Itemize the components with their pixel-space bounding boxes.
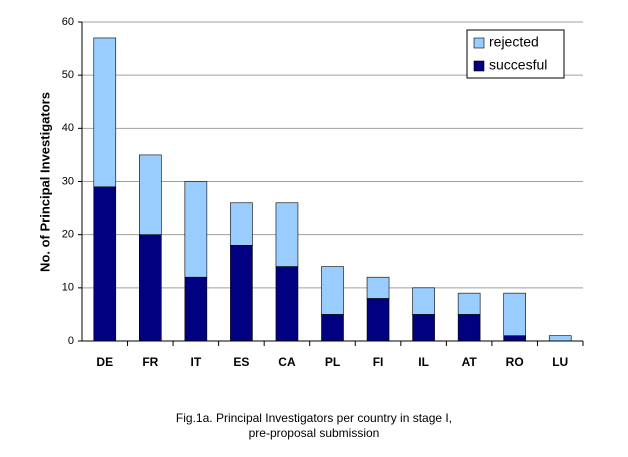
x-tick-label: ES xyxy=(233,355,249,369)
y-tick-label: 40 xyxy=(62,122,74,134)
y-tick-label: 50 xyxy=(62,69,74,81)
bar-segment xyxy=(93,186,117,342)
x-tick-label: DE xyxy=(96,355,113,369)
bar-segment xyxy=(275,202,299,267)
y-axis-label: No. of Principal Investigators xyxy=(37,92,52,272)
bar-segment xyxy=(366,276,390,299)
x-tick-label: LU xyxy=(552,355,568,369)
x-tick-label: FI xyxy=(373,355,384,369)
bar-segment xyxy=(184,276,208,342)
x-tick-label: AT xyxy=(462,355,478,369)
bar-segment xyxy=(184,181,208,278)
bar-segment xyxy=(503,292,526,336)
bar-segment xyxy=(93,37,117,188)
legend-label: succesful xyxy=(489,57,547,73)
bar-segment xyxy=(548,335,572,342)
y-tick-label: 20 xyxy=(62,229,74,241)
bar-segment xyxy=(275,266,299,342)
x-tick-label: IL xyxy=(418,355,429,369)
caption: Fig.1a. Principal Investigators per coun… xyxy=(176,411,452,425)
bar-segment xyxy=(412,314,435,342)
bar-segment xyxy=(321,314,344,342)
x-tick-label: CA xyxy=(278,355,296,369)
x-tick-label: IT xyxy=(191,355,202,369)
x-tick-label: RO xyxy=(506,355,524,369)
x-tick-label: PL xyxy=(325,355,340,369)
bar-segment xyxy=(321,266,344,315)
bar-segment xyxy=(457,314,481,342)
legend-label: rejected xyxy=(489,34,539,50)
bar-segment xyxy=(230,245,253,342)
bar-segment xyxy=(457,292,481,315)
bar-segment xyxy=(139,154,162,235)
y-tick-label: 30 xyxy=(62,175,74,187)
legend-swatch xyxy=(473,37,485,49)
bar-segment xyxy=(366,298,390,342)
y-tick-label: 60 xyxy=(62,16,74,28)
bar-segment xyxy=(230,202,253,246)
caption: pre-proposal submission xyxy=(249,426,380,440)
legend-swatch xyxy=(473,60,485,72)
bar-segment xyxy=(412,287,435,315)
bar-segment xyxy=(503,335,526,342)
y-tick-label: 10 xyxy=(62,282,74,294)
x-tick-label: FR xyxy=(142,355,158,369)
y-tick-label: 0 xyxy=(68,335,74,347)
bar-segment xyxy=(139,234,162,342)
